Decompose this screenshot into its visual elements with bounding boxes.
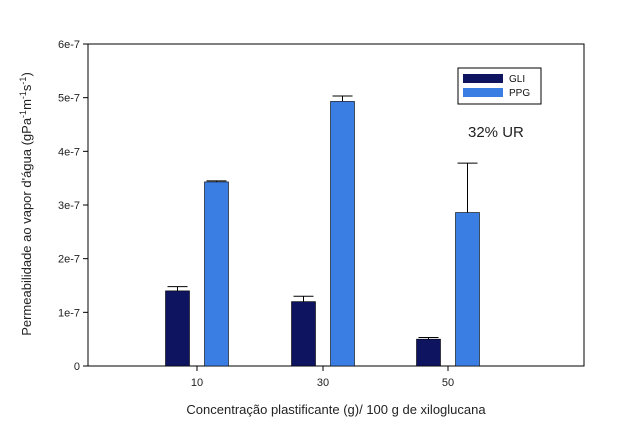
bar-gli-10 bbox=[165, 290, 190, 367]
bars-group bbox=[165, 101, 480, 367]
y-tick-label: 2e-7 bbox=[58, 254, 80, 266]
y-tick-label: 4e-7 bbox=[58, 146, 80, 158]
legend-swatch-gli bbox=[463, 74, 503, 83]
x-tick-label: 10 bbox=[191, 377, 203, 389]
y-tick-label: 1e-7 bbox=[58, 307, 80, 319]
y-tick-label: 3e-7 bbox=[58, 200, 80, 212]
y-tick-label: 5e-7 bbox=[58, 93, 80, 105]
bar-gli-50 bbox=[416, 338, 441, 367]
x-axis-title: Concentração plastificante (g)/ 100 g de… bbox=[186, 402, 486, 417]
legend-label-ppg: PPG bbox=[509, 88, 530, 99]
y-axis-ticks: 0 1e-7 2e-7 3e-7 4e-7 5e-7 6e-7 bbox=[58, 39, 88, 373]
annotation-humidity: 32% UR bbox=[468, 124, 524, 141]
legend: GLI PPG bbox=[457, 67, 542, 105]
x-tick-label: 30 bbox=[317, 377, 329, 389]
error-bars-group bbox=[167, 95, 478, 340]
x-axis-ticks: 10 30 50 bbox=[191, 366, 454, 389]
y-axis-title: Permeabilidade ao vapor d'água (gPa-1m-1… bbox=[18, 72, 34, 336]
x-tick-label: 50 bbox=[442, 377, 454, 389]
bar-ppg-30 bbox=[330, 101, 355, 367]
y-tick-label: 0 bbox=[74, 361, 80, 373]
bar-gli-30 bbox=[291, 301, 316, 367]
bar-ppg-10 bbox=[204, 181, 229, 367]
bar-ppg-50 bbox=[455, 212, 480, 367]
legend-label-gli: GLI bbox=[509, 74, 525, 85]
legend-swatch-ppg bbox=[463, 88, 503, 97]
y-tick-label: 6e-7 bbox=[58, 39, 80, 51]
